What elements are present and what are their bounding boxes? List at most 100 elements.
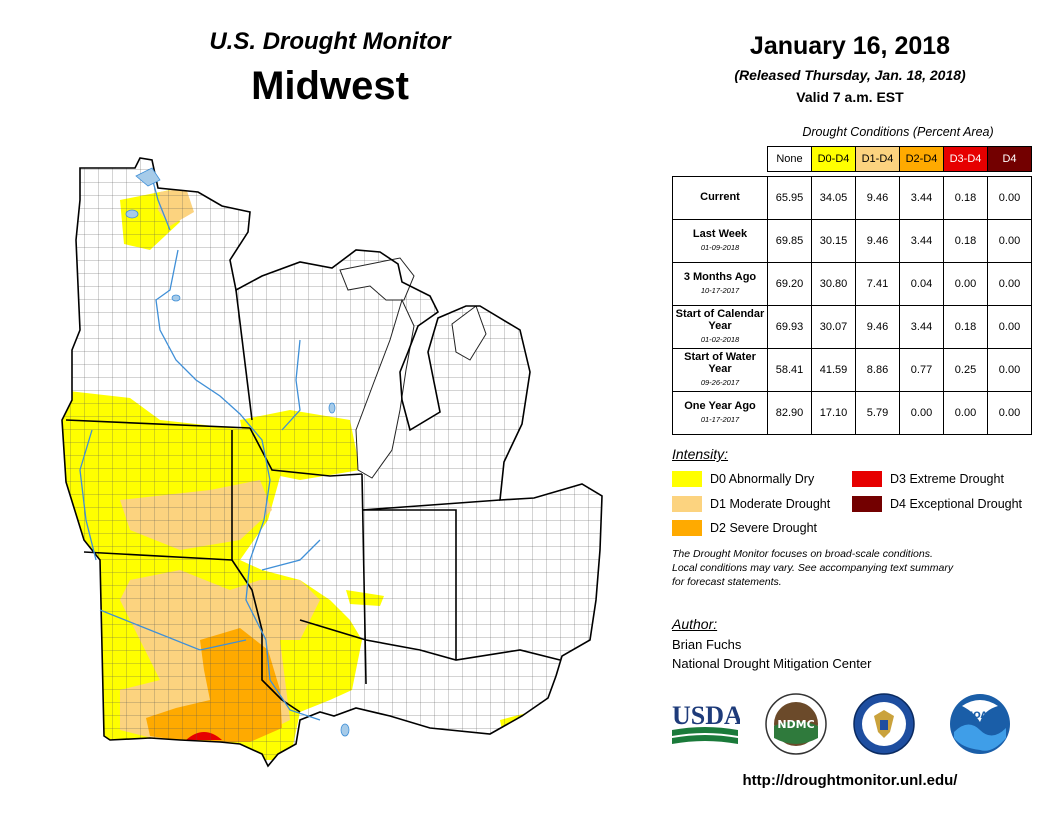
table-row: 3 Months Ago 10-17-2017 69.20 30.80 7.41 0.04…	[672, 262, 1032, 306]
legend-swatch	[672, 496, 702, 512]
disclaimer-note: The Drought Monitor focuses on broad-sca…	[672, 547, 1022, 589]
table-row: One Year Ago 01-17-2017 82.90 17.10 5.79 0.00…	[672, 391, 1032, 435]
table-cell: 9.46	[855, 176, 900, 220]
map-date: January 16, 2018	[749, 32, 951, 60]
usda-logo: USDA	[672, 701, 740, 744]
legend-label: D3 Extreme Drought	[890, 472, 1004, 486]
legend-swatch	[672, 520, 702, 536]
legend-swatch	[852, 496, 882, 512]
table-header-row: None D0-D4 D1-D4 D2-D4 D3-D4 D4	[673, 146, 1032, 172]
noaa-logo: NOAA	[950, 694, 1010, 754]
table-cell: 8.86	[855, 348, 900, 392]
row-label-text: Current	[700, 191, 740, 203]
table-row: Current 65.95 34.05 9.46 3.44 0.18 0.00	[672, 176, 1032, 220]
table-cell: 0.00	[987, 219, 1032, 263]
table-cell: 0.00	[987, 305, 1032, 349]
ndmc-logo: NDMC	[765, 693, 827, 755]
author-org: National Drought Mitigation Center	[672, 656, 872, 671]
column-header-d3-d4: D3-D4	[943, 146, 988, 172]
intensity-heading: Intensity:	[672, 446, 729, 462]
state-borders	[61, 157, 603, 767]
legend-swatch	[852, 471, 882, 487]
table-cell: 17.10	[811, 391, 856, 435]
table-cell: 0.18	[943, 176, 988, 220]
table-cell: 7.41	[855, 262, 900, 306]
note-line: The Drought Monitor focuses on broad-sca…	[672, 548, 933, 560]
table-cell: 0.00	[899, 391, 944, 435]
legend-label: D4 Exceptional Drought	[890, 497, 1023, 511]
table-cell: 34.05	[811, 176, 856, 220]
author-heading: Author:	[672, 616, 718, 632]
legend-label: D2 Severe Drought	[710, 521, 818, 535]
column-header-d4: D4	[987, 146, 1032, 172]
row-label-text: Last Week	[692, 228, 748, 240]
row-label-text: Start of Calendar Year	[675, 308, 765, 332]
valid-time: Valid 7 a.m. EST	[796, 89, 904, 105]
table-cell: 0.00	[987, 348, 1032, 392]
table-cell: 65.95	[767, 176, 812, 220]
row-label: Last Week 01-09-2018	[672, 219, 768, 263]
row-date: 01-09-2018	[700, 243, 740, 252]
rivers	[79, 169, 321, 721]
region-title: Midwest	[251, 64, 409, 108]
drought-map	[61, 157, 603, 767]
great-lakes	[339, 257, 487, 479]
legend-item: D3 Extreme Drought	[852, 471, 1004, 487]
legend-item: D1 Moderate Drought	[672, 496, 830, 512]
usda-logo-text: USDA	[672, 701, 740, 730]
noaa-logo-text: NOAA	[966, 711, 995, 721]
table-cell: 69.93	[767, 305, 812, 349]
table-cell: 0.77	[899, 348, 944, 392]
row-date: 01-17-2017	[700, 415, 740, 424]
table-cell: 0.25	[943, 348, 988, 392]
row-label-text: 3 Months Ago	[683, 271, 757, 283]
table-cell: 58.41	[767, 348, 812, 392]
table-cell: 3.44	[899, 219, 944, 263]
table-cell: 30.07	[811, 305, 856, 349]
table-cell: 9.46	[855, 305, 900, 349]
legend-item: D4 Exceptional Drought	[852, 496, 1022, 512]
row-label: One Year Ago 01-17-2017	[672, 391, 768, 435]
ndmc-logo-text: NDMC	[777, 718, 814, 731]
drought-conditions-table: None D0-D4 D1-D4 D2-D4 D3-D4 D4 Current 65.95 3…	[672, 146, 1032, 435]
table-row: Start of Calendar Year 01-02-2018 69.93 30.…	[672, 305, 1032, 349]
inland-lakes	[125, 167, 350, 737]
row-label: Current	[672, 176, 768, 220]
table-cell: 69.85	[767, 219, 812, 263]
row-label: Start of Calendar Year 01-02-2018	[672, 305, 768, 349]
note-line: for forecast statements.	[672, 576, 782, 588]
row-label-text: One Year Ago	[684, 400, 756, 412]
table-cell: 3.44	[899, 305, 944, 349]
table-cell: 69.20	[767, 262, 812, 306]
table-cell: 0.18	[943, 219, 988, 263]
table-caption: Drought Conditions (Percent Area)	[802, 125, 994, 139]
table-cell: 5.79	[855, 391, 900, 435]
row-date: 10-17-2017	[700, 286, 740, 295]
table-cell: 82.90	[767, 391, 812, 435]
table-row: Start of Water Year 09-26-2017 58.41 41.59 8…	[672, 348, 1032, 392]
table-row: Last Week 01-09-2018 69.85 30.15 9.46 3.44 0.1…	[672, 219, 1032, 263]
legend-label: D0 Abnormally Dry	[710, 472, 815, 486]
row-date: 09-26-2017	[700, 378, 740, 387]
table-cell: 41.59	[811, 348, 856, 392]
legend-item: D0 Abnormally Dry	[672, 471, 814, 487]
table-cell: 3.44	[899, 176, 944, 220]
column-header-d2-d4: D2-D4	[899, 146, 944, 172]
commerce-seal	[853, 693, 915, 755]
table-cell: 0.04	[899, 262, 944, 306]
table-cell: 0.00	[987, 176, 1032, 220]
table-cell: 0.00	[987, 391, 1032, 435]
row-date: 01-02-2018	[700, 335, 740, 344]
brand-title: U.S. Drought Monitor	[209, 28, 451, 55]
table-cell: 0.00	[943, 262, 988, 306]
row-label-text: Start of Water Year	[684, 351, 756, 375]
column-header-d0-d4: D0-D4	[811, 146, 856, 172]
table-corner	[673, 147, 768, 172]
table-cell: 0.18	[943, 305, 988, 349]
column-header-d1-d4: D1-D4	[855, 146, 900, 172]
legend-swatch	[672, 471, 702, 487]
release-date: (Released Thursday, Jan. 18, 2018)	[734, 67, 966, 83]
legend-item: D2 Severe Drought	[672, 520, 817, 536]
website-link[interactable]: http://droughtmonitor.unl.edu/	[742, 772, 958, 789]
row-label: Start of Water Year 09-26-2017	[672, 348, 768, 392]
